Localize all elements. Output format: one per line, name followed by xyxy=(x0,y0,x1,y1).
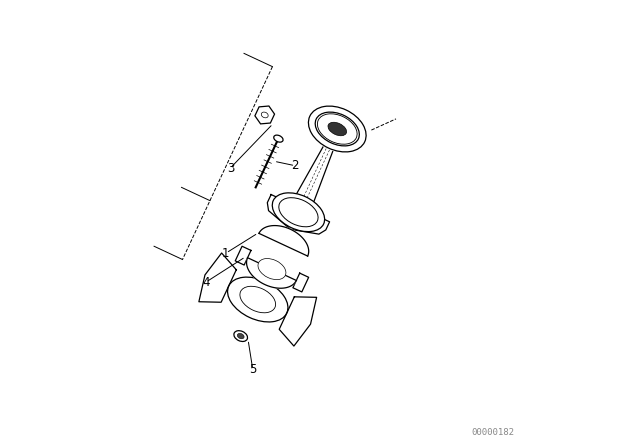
Polygon shape xyxy=(293,273,308,292)
Text: 1: 1 xyxy=(222,246,230,260)
Ellipse shape xyxy=(240,286,276,313)
Text: 5: 5 xyxy=(249,363,257,376)
Text: 00000182: 00000182 xyxy=(471,428,514,437)
Ellipse shape xyxy=(317,114,357,144)
Ellipse shape xyxy=(279,198,318,227)
Ellipse shape xyxy=(274,135,283,142)
Text: 4: 4 xyxy=(202,276,209,289)
Text: 3: 3 xyxy=(227,161,234,175)
Ellipse shape xyxy=(261,112,268,118)
Polygon shape xyxy=(279,297,317,346)
Ellipse shape xyxy=(258,258,286,280)
Polygon shape xyxy=(236,246,251,265)
Polygon shape xyxy=(246,258,296,288)
Polygon shape xyxy=(268,194,330,234)
Ellipse shape xyxy=(234,331,248,341)
Ellipse shape xyxy=(308,106,366,152)
Text: 2: 2 xyxy=(292,159,299,172)
Ellipse shape xyxy=(328,122,347,136)
Polygon shape xyxy=(199,253,236,302)
Polygon shape xyxy=(259,226,308,256)
Ellipse shape xyxy=(272,193,324,232)
Ellipse shape xyxy=(228,277,288,322)
Ellipse shape xyxy=(237,333,244,339)
